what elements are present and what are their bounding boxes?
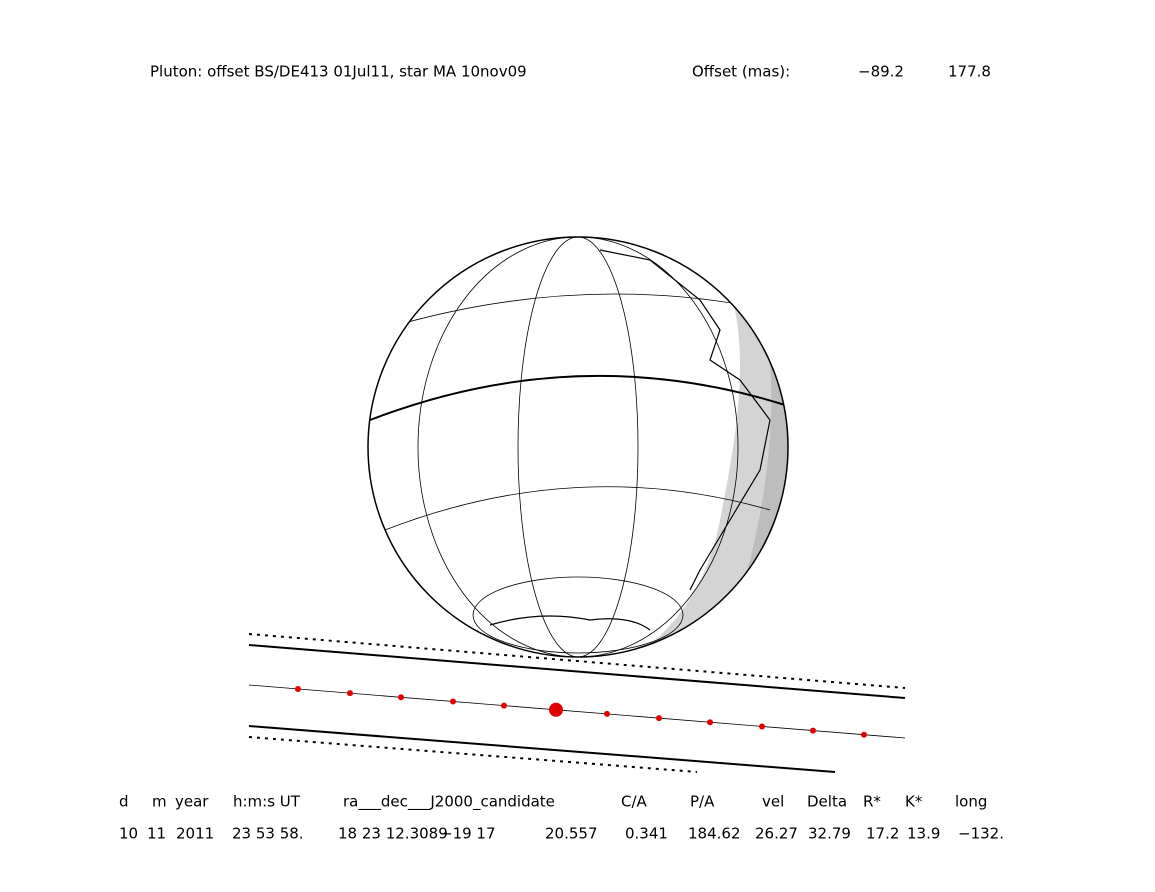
time-marker xyxy=(810,727,816,734)
time-marker xyxy=(501,702,507,709)
column-header: year xyxy=(175,793,209,811)
cell-value: 10 xyxy=(119,825,138,843)
cell-value: 32.79 xyxy=(808,825,851,843)
offset-dec: 177.8 xyxy=(948,63,991,81)
cell-value: 26.27 xyxy=(755,825,798,843)
time-marker xyxy=(707,719,713,726)
table: d m year h:m:s UT ra___dec___J2000_candidate… xyxy=(119,793,1004,843)
time-markers xyxy=(295,685,867,738)
time-marker xyxy=(759,723,765,730)
title: Pluton: offset BS/DE413 01Jul11, star MA… xyxy=(150,63,527,81)
cell-value: 0.341 xyxy=(625,825,668,843)
column-header: Delta xyxy=(807,793,847,811)
column-header: K* xyxy=(905,793,923,811)
column-header: d xyxy=(119,793,129,811)
offset-ra: −89.2 xyxy=(858,63,904,81)
offset-label: Offset (mas): xyxy=(692,63,790,81)
column-header: vel xyxy=(762,793,784,811)
column-header: m xyxy=(152,793,167,811)
column-header: C/A xyxy=(621,793,648,811)
central-time-marker xyxy=(549,702,563,717)
cell-value: −19 17 xyxy=(440,825,496,843)
shadow-path xyxy=(248,633,906,773)
column-header: ra___dec___J2000_candidate xyxy=(343,793,555,812)
column-header: P/A xyxy=(690,793,715,811)
time-marker xyxy=(347,690,353,697)
cell-value: 18 23 12.3089 xyxy=(338,825,448,843)
cell-value: 17.2 xyxy=(866,825,899,843)
cell-value: 11 xyxy=(147,825,166,843)
cell-value: −132. xyxy=(958,825,1004,843)
column-header: R* xyxy=(863,793,881,811)
cell-value: 184.62 xyxy=(688,825,741,843)
time-marker xyxy=(861,731,867,738)
cell-value: 20.557 xyxy=(545,825,598,843)
column-header: long xyxy=(955,793,987,811)
cell-value: 13.9 xyxy=(907,825,940,843)
time-marker xyxy=(295,685,301,692)
cell-value: 23 53 58. xyxy=(232,825,304,843)
cell-value: 2011 xyxy=(176,825,214,843)
time-marker xyxy=(604,710,610,717)
time-marker xyxy=(450,698,456,705)
column-header: h:m:s UT xyxy=(233,793,301,811)
time-marker xyxy=(398,694,404,701)
time-marker xyxy=(656,715,662,722)
